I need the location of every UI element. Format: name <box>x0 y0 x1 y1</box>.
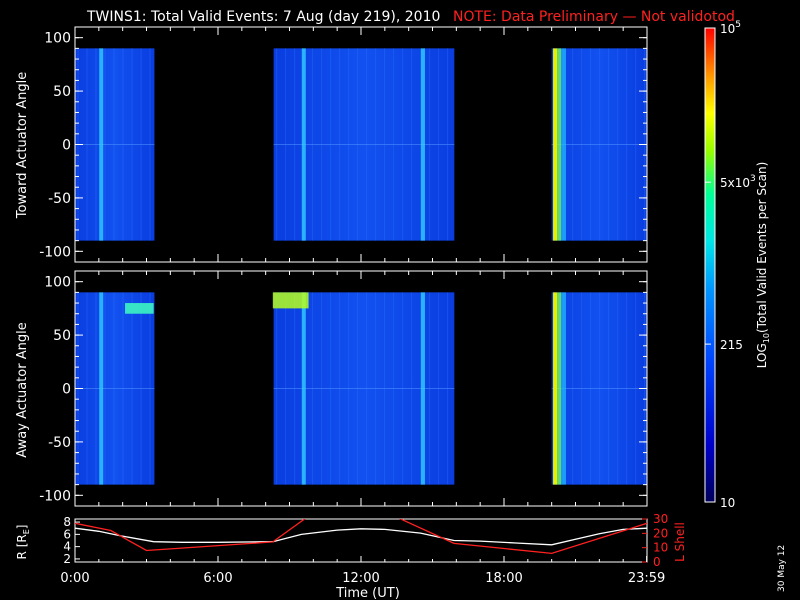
preliminary-note: NOTE: Data Preliminary — Not validotod <box>453 9 735 25</box>
lshell-tick-label: 30 <box>653 512 668 526</box>
vertical-streak <box>561 292 567 485</box>
colorbar-tick-label: 10 <box>720 496 735 510</box>
y-tick-label: 50 <box>53 84 71 100</box>
y-tick-label: -100 <box>39 244 71 260</box>
r-tick-label: 8 <box>63 515 71 529</box>
time-tick-label: 6:00 <box>203 571 232 586</box>
enhancement-region <box>125 303 154 314</box>
toward-actuator-panel: 100 50 0 -50 -100 <box>39 26 648 263</box>
lshell-line <box>399 519 647 555</box>
time-axis-label: Time (UT) <box>335 586 400 600</box>
y-tick-label: 50 <box>53 328 71 344</box>
lshell-axis-label: L Shell <box>673 522 687 562</box>
lshell-tick-label: 0 <box>653 555 661 569</box>
vertical-streak <box>301 48 306 241</box>
time-tick-label: 0:00 <box>60 571 89 586</box>
y-tick-label: 100 <box>44 31 71 47</box>
time-tick-label: 12:00 <box>342 571 379 586</box>
r-axis-label: R [RE] <box>15 525 31 560</box>
colorbar-label: LOG10(Total Valid Events per Scan) <box>755 162 771 369</box>
vertical-streak <box>301 292 306 485</box>
vertical-streak <box>557 48 562 241</box>
vertical-streak <box>99 48 104 241</box>
colorbar-gradient <box>704 27 716 503</box>
away-angle-axis-label: Away Actuator Angle <box>15 322 30 457</box>
vertical-streak <box>553 292 558 485</box>
r-tick-label: 4 <box>63 540 71 554</box>
vertical-streak <box>99 292 104 485</box>
vertical-streak <box>561 48 567 241</box>
vertical-streak <box>420 292 425 485</box>
colorbar-tick-label: 215 <box>720 338 743 352</box>
date-stamp: 30 May 12 <box>777 545 787 592</box>
vertical-streak <box>553 48 558 241</box>
orbit-plot-frame <box>74 518 648 563</box>
vertical-streak <box>420 48 425 241</box>
y-tick-label: 0 <box>62 138 71 154</box>
y-tick-label: -100 <box>39 488 71 504</box>
colorbar-tick-label: 5x103 <box>720 174 756 190</box>
y-tick-label: 0 <box>62 382 71 398</box>
enhancement-region <box>272 292 309 309</box>
colorbar-tick-label: 105 <box>720 20 741 36</box>
colorbar: 105 5x103 215 10 <box>704 20 756 510</box>
vertical-streak <box>557 292 562 485</box>
y-tick-label: 100 <box>44 275 71 291</box>
lshell-tick-label: 10 <box>653 541 668 555</box>
away-actuator-panel: 100 50 0 -50 -100 <box>39 270 648 507</box>
toward-angle-axis-label: Toward Actuator Angle <box>15 72 30 219</box>
lshell-tick-label: 20 <box>653 526 668 540</box>
time-tick-label: 18:00 <box>485 571 522 586</box>
y-tick-label: -50 <box>48 435 71 451</box>
y-tick-label: -50 <box>48 191 71 207</box>
lshell-line <box>75 519 306 552</box>
r-tick-label: 6 <box>63 527 71 541</box>
figure-title: TWINS1: Total Valid Events: 7 Aug (day 2… <box>86 9 440 25</box>
r-line <box>75 527 647 546</box>
time-tick-label: 23:59 <box>628 571 665 586</box>
r-tick-label: 2 <box>63 552 71 566</box>
